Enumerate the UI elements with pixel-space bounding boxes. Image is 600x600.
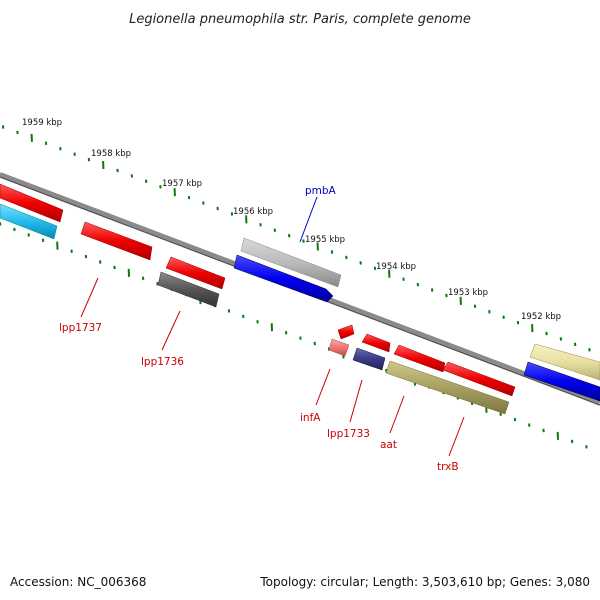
gene-red-right-upper-1[interactable] (361, 333, 391, 353)
gene-labels: pmbA lpp1737 lpp1736 infA lpp1733 aat tr… (59, 185, 459, 473)
gene-lpp1736-red[interactable] (165, 256, 226, 290)
scale-label-1958: 1958 kbp (91, 149, 131, 159)
scale-label-1959: 1959 kbp (22, 118, 62, 128)
gene-trxB-red[interactable] (442, 361, 516, 397)
accession-text: Accession: NC_006368 (10, 575, 146, 589)
topology-text: Topology: circular; Length: 3,503,610 bp… (259, 575, 590, 589)
gene-lpp1737-red[interactable] (80, 221, 153, 261)
gene-lpp1733-red[interactable] (337, 324, 355, 340)
gene-label-trxB[interactable]: trxB (437, 461, 459, 473)
gene-blue-right[interactable] (523, 361, 600, 402)
gene-cyan-left[interactable] (0, 203, 58, 240)
gene-dark-gray[interactable] (157, 271, 220, 308)
inner-tick-track (0, 222, 588, 449)
scale-label-1955: 1955 kbp (305, 235, 345, 245)
gene-label-infA[interactable]: infA (300, 412, 321, 424)
gene-label-aat[interactable]: aat (380, 439, 397, 451)
gene-yellow-right[interactable] (529, 343, 600, 381)
scale-label-1957: 1957 kbp (162, 179, 202, 189)
scale-label-1956: 1956 kbp (233, 207, 273, 217)
gene-label-pmbA[interactable]: pmbA (305, 185, 337, 197)
gene-navy[interactable] (352, 347, 386, 371)
scale-labels: 1959 kbp 1958 kbp 1957 kbp 1956 kbp 1955… (22, 118, 561, 322)
scale-label-1953: 1953 kbp (448, 288, 488, 298)
outer-tick-track (2, 125, 591, 352)
scale-label-1952: 1952 kbp (521, 312, 561, 322)
gene-pmbA-gray[interactable] (240, 237, 342, 288)
gene-infA-pink[interactable] (328, 338, 350, 357)
gene-red-left-upper[interactable] (0, 183, 64, 223)
map-title: Legionella pneumophila str. Paris, compl… (129, 12, 471, 27)
reverse-strand-genes (0, 203, 600, 415)
gene-red-right-upper-2[interactable] (393, 344, 446, 373)
forward-strand-genes (0, 183, 600, 397)
gene-aat-olive[interactable] (385, 360, 510, 415)
gene-pmbA-blue[interactable] (233, 254, 334, 303)
leader-lines (80, 196, 465, 457)
gene-label-lpp1737[interactable]: lpp1737 (59, 322, 102, 334)
gene-label-lpp1736[interactable]: lpp1736 (141, 356, 184, 368)
gene-label-lpp1733[interactable]: lpp1733 (327, 428, 370, 440)
scale-label-1954: 1954 kbp (376, 262, 416, 272)
